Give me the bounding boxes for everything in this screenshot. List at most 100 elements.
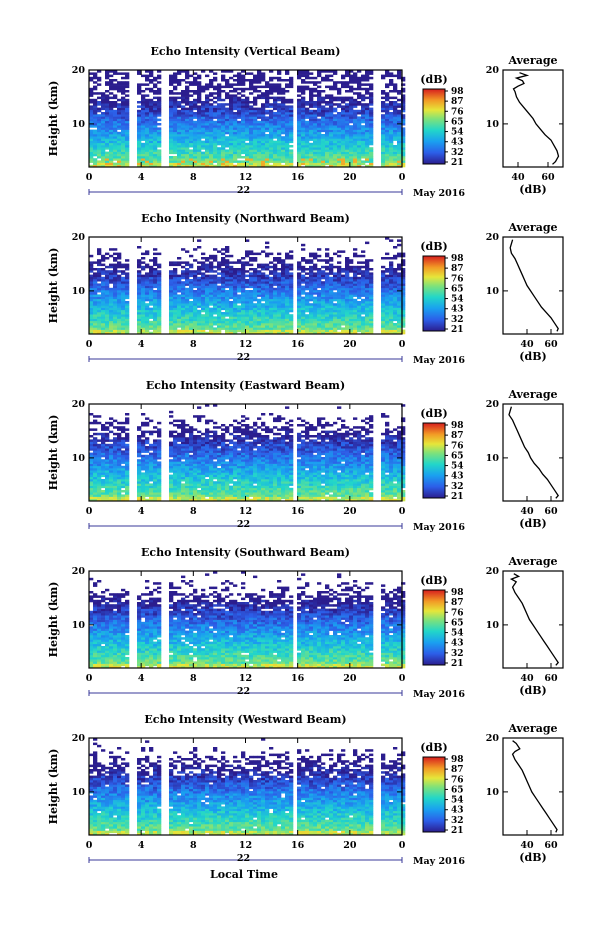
heatmap-cell — [225, 136, 230, 139]
heatmap-cell — [121, 276, 126, 280]
heatmap-cell — [89, 292, 94, 295]
heatmap-cell — [105, 74, 110, 78]
heatmap-cell — [317, 142, 322, 146]
heatmap-cell — [369, 142, 374, 146]
heatmap-cell — [317, 112, 322, 115]
heatmap-cell — [217, 96, 222, 100]
heatmap-cell — [217, 94, 222, 97]
heatmap-cell — [137, 109, 142, 113]
heatmap-cell — [237, 101, 242, 104]
heatmap-cell — [325, 285, 330, 289]
heatmap-cell — [345, 279, 350, 282]
heatmap-cell — [201, 156, 206, 159]
heatmap-cell — [273, 164, 278, 168]
heatmap-cell — [245, 261, 250, 264]
heatmap-cell — [97, 290, 102, 293]
heatmap-cell — [337, 160, 342, 163]
heatmap-cell — [201, 153, 206, 157]
heatmap-cell — [101, 325, 106, 328]
heatmap-cell — [313, 145, 318, 148]
heatmap-cell — [297, 142, 302, 146]
heatmap-cell — [109, 85, 114, 89]
heatmap-cell — [301, 116, 306, 119]
heatmap-cell — [297, 109, 302, 113]
heatmap-cell — [353, 92, 358, 95]
heatmap-cell — [189, 305, 194, 308]
heatmap-cell — [261, 316, 266, 319]
heatmap-cell — [253, 129, 258, 133]
heatmap-cell — [353, 127, 358, 130]
heatmap-cell — [185, 268, 190, 271]
heatmap-cell — [113, 272, 118, 275]
heatmap-cell — [337, 320, 342, 324]
heatmap-cell — [145, 162, 150, 166]
heatmap-cell — [181, 107, 186, 111]
heatmap-cell — [145, 120, 150, 124]
heatmap-cell — [261, 138, 266, 141]
heatmap-cell — [253, 76, 258, 80]
heatmap-cell — [349, 320, 354, 324]
heatmap-cell — [153, 263, 158, 267]
heatmap-cell — [301, 305, 306, 308]
heatmap-cell — [265, 263, 270, 267]
heatmap-cell — [101, 276, 106, 280]
heatmap-cell — [261, 279, 266, 282]
heatmap-cell — [105, 131, 110, 135]
heatmap-cell — [345, 270, 350, 273]
heatmap-cell — [125, 147, 130, 150]
heatmap-cell — [401, 272, 406, 275]
heatmap-cell — [361, 307, 366, 311]
heatmap-cell — [353, 105, 358, 108]
chart-title: Echo Intensity (Vertical Beam) — [150, 45, 340, 58]
heatmap-cell — [345, 109, 350, 113]
heatmap-cell — [353, 101, 358, 104]
heatmap-cell — [361, 129, 366, 133]
heatmap-cell — [253, 312, 258, 315]
heatmap-cell — [149, 112, 154, 115]
heatmap-cell — [149, 274, 154, 278]
heatmap-cell — [141, 274, 146, 278]
heatmap-cell — [157, 87, 162, 91]
heatmap-cell — [393, 270, 398, 273]
heatmap-cell — [313, 147, 318, 150]
heatmap-cell — [169, 83, 174, 86]
heatmap-cell — [333, 325, 338, 328]
heatmap-cell — [141, 114, 146, 117]
heatmap-cell — [285, 125, 290, 128]
heatmap-cell — [257, 292, 262, 295]
heatmap-cell — [185, 127, 190, 130]
heatmap-cell — [201, 257, 206, 260]
heatmap-cell — [349, 156, 354, 159]
heatmap-cell — [189, 294, 194, 297]
colorbar — [422, 88, 446, 165]
heatmap-cell — [153, 309, 158, 313]
heatmap-cell — [321, 329, 326, 333]
heatmap-cell — [185, 92, 190, 95]
heatmap-cell — [381, 316, 386, 319]
heatmap-cell — [117, 151, 122, 155]
heatmap-cell — [313, 263, 318, 267]
heatmap-cell — [345, 261, 350, 264]
heatmap-cell — [301, 290, 306, 293]
heatmap-cell — [337, 316, 342, 319]
heatmap-cell — [381, 145, 386, 148]
heatmap-cell — [101, 287, 106, 291]
heatmap-cell — [345, 323, 350, 326]
heatmap-cell — [209, 140, 214, 144]
heatmap-cell — [277, 118, 282, 122]
heatmap-cell — [93, 151, 98, 155]
heatmap-cell — [317, 316, 322, 319]
heatmap-cell — [329, 325, 334, 328]
heatmap-cell — [305, 116, 310, 119]
heatmap-cell — [305, 129, 310, 133]
heatmap-cell — [225, 268, 230, 271]
heatmap-cell — [157, 276, 162, 280]
heatmap-cell — [193, 294, 198, 297]
heatmap-cell — [401, 83, 406, 86]
heatmap-cell — [385, 296, 390, 300]
heatmap-cell — [345, 272, 350, 275]
heatmap-cell — [101, 285, 106, 289]
heatmap-cell — [369, 314, 374, 317]
heatmap-cell — [173, 283, 178, 286]
heatmap-cell — [393, 307, 398, 311]
